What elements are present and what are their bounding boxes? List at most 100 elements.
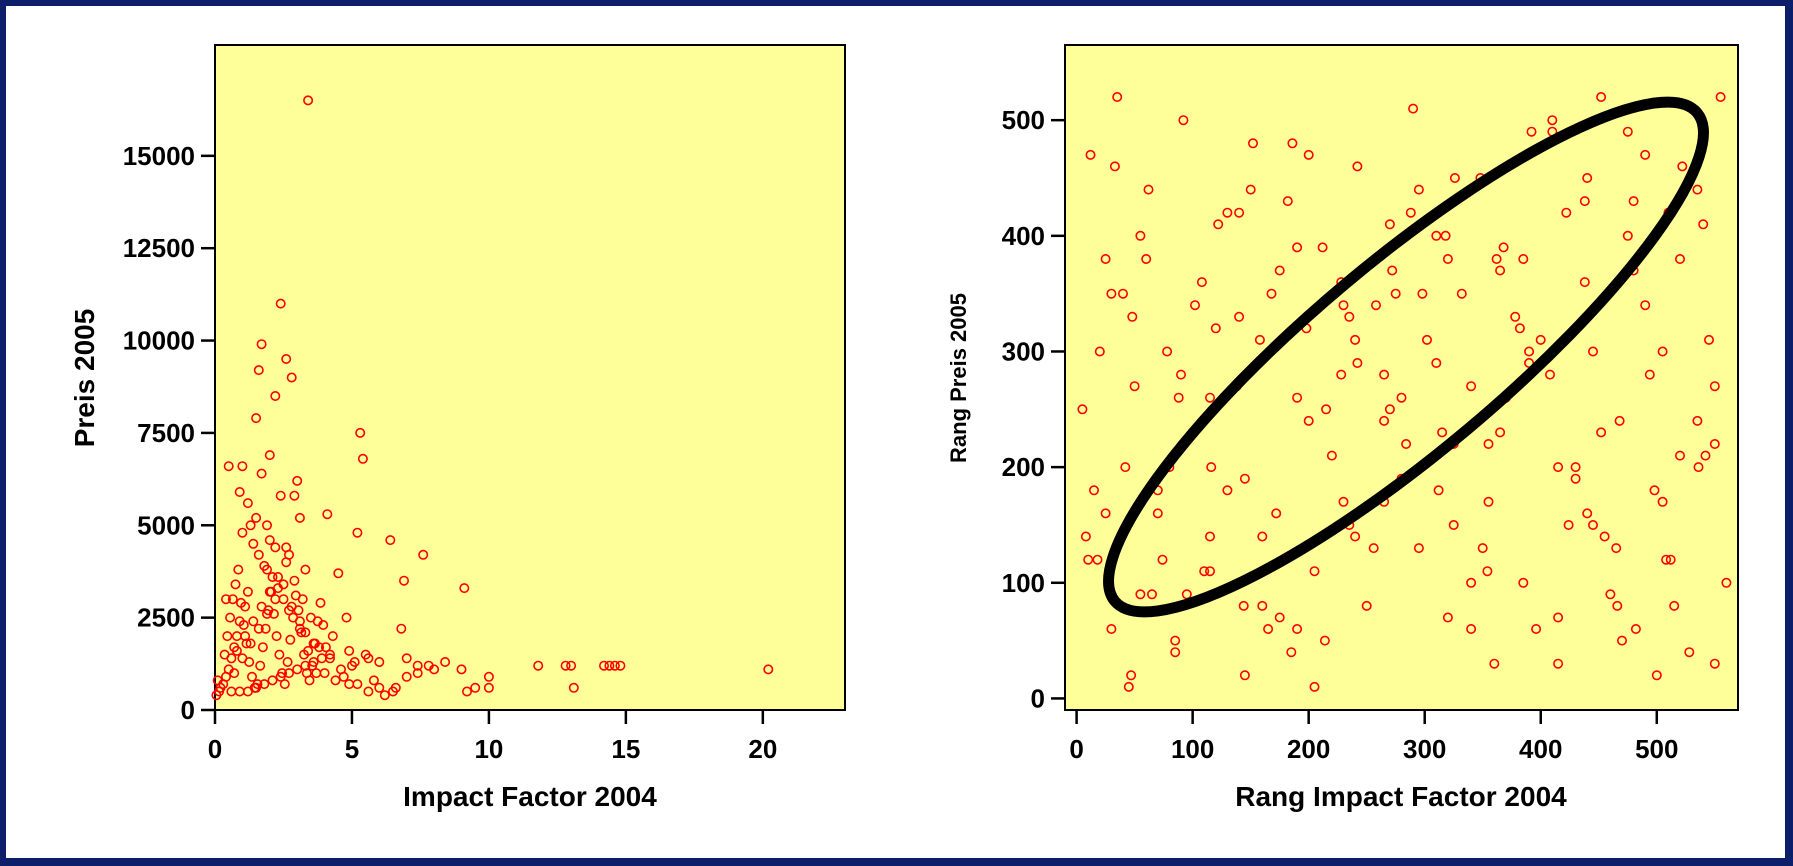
right-data-point bbox=[1152, 508, 1163, 519]
left-data-point bbox=[352, 679, 363, 690]
right-data-point bbox=[1321, 404, 1332, 415]
right-data-point bbox=[1709, 381, 1720, 392]
right-data-point bbox=[1531, 623, 1542, 634]
left-data-point bbox=[271, 631, 282, 642]
right-data-point bbox=[1612, 600, 1623, 611]
right-data-point bbox=[1196, 277, 1207, 288]
left-data-point bbox=[385, 535, 396, 546]
right-data-point bbox=[1518, 254, 1529, 265]
right-data-point bbox=[1112, 92, 1123, 103]
left-data-point bbox=[303, 95, 314, 106]
right-data-point bbox=[1336, 369, 1347, 380]
left-data-point bbox=[374, 656, 385, 667]
right-y-tick-label: 300 bbox=[1002, 336, 1045, 366]
left-data-point bbox=[285, 634, 296, 645]
right-data-point bbox=[1545, 369, 1556, 380]
left-data-point bbox=[309, 638, 320, 649]
left-data-point bbox=[219, 649, 230, 660]
right-data-point bbox=[1384, 404, 1395, 415]
right-data-point bbox=[1319, 635, 1330, 646]
right-x-tick-label: 100 bbox=[1171, 734, 1214, 764]
right-data-point bbox=[1677, 161, 1688, 172]
left-data-point bbox=[456, 664, 467, 675]
annotation-ellipse bbox=[1103, 96, 1709, 618]
right-data-point bbox=[1309, 681, 1320, 692]
right-data-point bbox=[1448, 519, 1459, 530]
right-data-point bbox=[1245, 184, 1256, 195]
left-data-point bbox=[346, 660, 357, 671]
right-data-point bbox=[1257, 531, 1268, 542]
right-y-axis-label: Rang Preis 2005 bbox=[946, 293, 971, 463]
right-data-point bbox=[1498, 242, 1509, 253]
right-y-tick-label: 200 bbox=[1002, 452, 1045, 482]
left-data-point bbox=[566, 660, 577, 671]
right-data-point bbox=[1657, 346, 1668, 357]
right-data-points bbox=[1077, 92, 1732, 692]
right-data-point bbox=[1417, 288, 1428, 299]
right-data-point bbox=[1384, 219, 1395, 230]
left-data-point bbox=[604, 660, 615, 671]
right-data-point bbox=[1368, 543, 1379, 554]
left-data-point bbox=[251, 512, 262, 523]
left-data-point bbox=[281, 353, 292, 364]
left-data-point bbox=[225, 612, 236, 623]
right-data-point bbox=[1176, 369, 1187, 380]
left-data-point bbox=[286, 372, 297, 383]
right-data-point bbox=[1437, 427, 1448, 438]
right-data-point bbox=[1292, 623, 1303, 634]
left-data-point bbox=[238, 619, 249, 630]
left-y-tick-label: 2500 bbox=[137, 603, 195, 633]
left-data-point bbox=[270, 542, 281, 553]
right-data-point bbox=[1379, 415, 1390, 426]
left-data-point bbox=[396, 623, 407, 634]
left-y-tick-label: 12500 bbox=[123, 233, 195, 263]
right-data-point bbox=[1640, 300, 1651, 311]
left-scatter-panel: 0 5 10 15 20 0 2500 5000 7500 10000 12500 15000 Im… bbox=[69, 44, 846, 812]
left-data-point bbox=[256, 601, 267, 612]
right-data-point bbox=[1303, 149, 1314, 160]
right-data-point bbox=[1514, 323, 1525, 334]
right-data-point bbox=[1495, 265, 1506, 276]
right-data-point bbox=[1510, 311, 1521, 322]
right-data-point bbox=[1080, 531, 1091, 542]
figure-frame: 0 5 10 15 20 0 2500 5000 7500 10000 12500 15000 Im… bbox=[6, 6, 1785, 858]
right-data-point bbox=[1083, 554, 1094, 565]
left-data-point bbox=[264, 450, 275, 461]
right-data-point bbox=[1657, 496, 1668, 507]
right-data-point bbox=[1361, 600, 1372, 611]
left-plot-area bbox=[214, 44, 846, 711]
right-data-point bbox=[1213, 219, 1224, 230]
right-data-point bbox=[1582, 173, 1593, 184]
right-data-point bbox=[1344, 311, 1355, 322]
right-data-point bbox=[1640, 149, 1651, 160]
right-data-point bbox=[1274, 612, 1285, 623]
left-data-point bbox=[560, 660, 571, 671]
right-data-point bbox=[1178, 115, 1189, 126]
right-data-point bbox=[1684, 647, 1695, 658]
right-data-point bbox=[1524, 346, 1535, 357]
left-data-point bbox=[368, 675, 379, 686]
right-data-point bbox=[1141, 254, 1152, 265]
right-data-point bbox=[1077, 404, 1088, 415]
left-data-point bbox=[303, 645, 314, 656]
right-data-point bbox=[1286, 647, 1297, 658]
right-data-point bbox=[1338, 496, 1349, 507]
left-data-point bbox=[234, 486, 245, 497]
right-data-point bbox=[1100, 254, 1111, 265]
left-data-point bbox=[275, 298, 286, 309]
left-data-point bbox=[245, 638, 256, 649]
left-data-point bbox=[355, 427, 366, 438]
right-scatter-panel: 0 100 200 300 400 500 0 100 200 300 400 500 Rang I… bbox=[946, 44, 1739, 812]
right-data-point bbox=[1092, 554, 1103, 565]
left-data-point bbox=[270, 390, 281, 401]
right-data-point bbox=[1143, 184, 1154, 195]
right-data-point bbox=[1547, 115, 1558, 126]
right-data-point bbox=[1563, 519, 1574, 530]
right-data-point bbox=[1422, 334, 1433, 345]
right-data-point bbox=[1617, 635, 1628, 646]
right-data-point bbox=[1129, 381, 1140, 392]
right-data-point bbox=[1085, 149, 1096, 160]
right-data-point bbox=[1257, 600, 1268, 611]
right-data-point bbox=[1483, 438, 1494, 449]
